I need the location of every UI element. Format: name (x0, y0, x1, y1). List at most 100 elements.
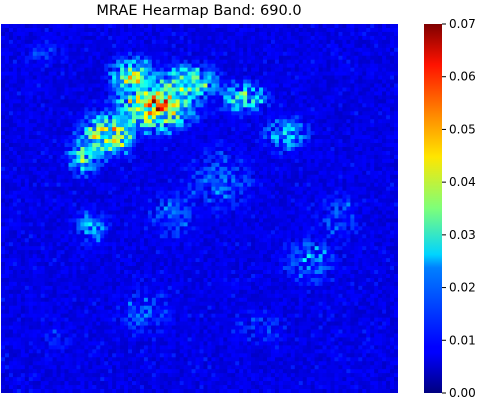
heatmap-cell (108, 139, 113, 144)
heatmap-cell (4, 71, 10, 76)
heatmap-cell (76, 119, 81, 124)
heatmap-cell (135, 95, 141, 100)
heatmap-cell (274, 31, 280, 37)
heatmap-cell (48, 107, 53, 112)
heatmap-cell (143, 147, 149, 152)
heatmap-cell (378, 194, 383, 199)
heatmap-cell (322, 71, 327, 76)
heatmap-cell (56, 131, 61, 136)
heatmap-cell (56, 210, 61, 215)
heatmap-cell (326, 43, 331, 49)
heatmap-cell (231, 131, 236, 136)
heatmap-cell (374, 147, 379, 152)
heatmap-cell (163, 24, 169, 29)
heatmap-cell (215, 51, 220, 57)
heatmap-cell (183, 63, 188, 68)
heatmap-cell (135, 158, 141, 164)
heatmap-cell (374, 43, 379, 49)
heatmap-cell (207, 174, 212, 180)
heatmap-cell (274, 214, 280, 219)
heatmap-cell (159, 131, 165, 136)
heatmap-cell (4, 150, 10, 156)
heatmap-cell (286, 115, 292, 120)
heatmap-cell (231, 24, 236, 29)
heatmap-cell (374, 139, 379, 144)
heatmap-cell (52, 39, 57, 45)
heatmap-cell (386, 79, 391, 84)
heatmap-cell (223, 55, 228, 61)
heatmap-cell (259, 158, 264, 164)
heatmap-cell (72, 103, 77, 108)
heatmap-cell (128, 43, 133, 49)
heatmap-cell (92, 202, 97, 207)
heatmap-cell (382, 63, 387, 68)
heatmap-cell (132, 87, 137, 92)
heatmap-cell (135, 143, 141, 148)
heatmap-cell (116, 147, 121, 152)
heatmap-cell (84, 218, 89, 223)
heatmap-cell (48, 79, 53, 84)
heatmap-cell (243, 178, 248, 184)
heatmap-cell (374, 214, 379, 219)
heatmap-cell (8, 127, 14, 132)
heatmap-cell (290, 91, 296, 96)
heatmap-cell (326, 55, 331, 61)
heatmap-cell (171, 47, 176, 53)
heatmap-cell (40, 198, 45, 203)
heatmap-cell (227, 154, 232, 160)
heatmap-cell (44, 190, 49, 195)
heatmap-cell (215, 206, 220, 211)
heatmap-cell (167, 119, 173, 124)
heatmap-cell (20, 95, 26, 100)
heatmap-cell (12, 194, 18, 199)
heatmap-cell (298, 107, 304, 112)
heatmap-cell (80, 111, 85, 116)
heatmap-cell (243, 139, 248, 144)
heatmap-cell (322, 51, 327, 57)
heatmap-cell (132, 103, 137, 108)
heatmap-cell (239, 147, 244, 152)
heatmap-cell (147, 24, 153, 29)
heatmap-cell (92, 39, 97, 45)
heatmap-cell (120, 99, 125, 104)
heatmap-cell (358, 111, 363, 116)
heatmap-cell (278, 39, 284, 45)
heatmap-cell (215, 55, 220, 61)
heatmap-cell (151, 127, 157, 132)
heatmap-cell (239, 63, 244, 68)
heatmap-cell (12, 87, 18, 92)
heatmap-cell (143, 194, 149, 199)
heatmap-cell (195, 198, 200, 203)
heatmap-cell (270, 87, 276, 92)
heatmap-cell (32, 218, 38, 223)
heatmap-cell (274, 43, 280, 49)
heatmap-cell (20, 31, 26, 37)
heatmap-cell (338, 198, 343, 203)
heatmap-cell (48, 182, 53, 187)
heatmap-cell (362, 87, 367, 92)
heatmap-cell (354, 63, 359, 68)
heatmap-cell (318, 31, 323, 37)
heatmap-cell (68, 47, 73, 53)
heatmap-cell (135, 186, 141, 191)
heatmap-cell (298, 206, 304, 211)
heatmap-cell (223, 147, 228, 152)
heatmap-cell (56, 214, 61, 219)
heatmap-cell (382, 182, 387, 187)
heatmap-cell (8, 194, 14, 199)
heatmap-cell (12, 75, 18, 80)
heatmap-cell (354, 210, 359, 215)
heatmap-cell (36, 186, 41, 191)
heatmap-cell (318, 35, 323, 41)
heatmap-cell (4, 55, 10, 61)
heatmap-cell (306, 91, 311, 96)
heatmap-cell (167, 115, 173, 120)
heatmap-cell (382, 47, 387, 53)
heatmap-cell (282, 119, 288, 124)
heatmap-cell (36, 35, 41, 41)
heatmap-cell (108, 119, 113, 124)
heatmap-cell (104, 87, 109, 92)
heatmap-cell (28, 39, 34, 45)
heatmap-cell (120, 143, 125, 148)
heatmap-cell (28, 87, 34, 92)
